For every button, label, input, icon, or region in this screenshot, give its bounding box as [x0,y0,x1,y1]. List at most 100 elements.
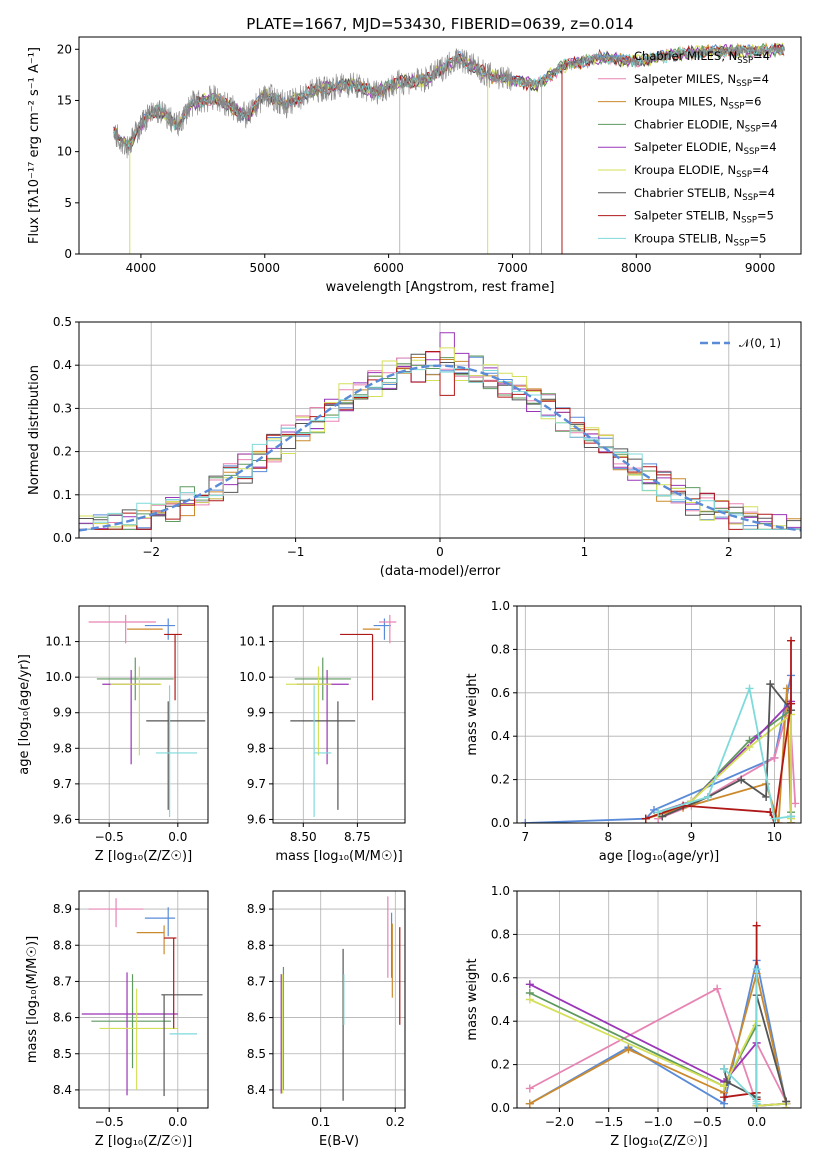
x-tick-label: 9000 [745,261,776,275]
plot-area [285,614,397,817]
legend-label: Salpeter MILES, NSSP=4 [634,72,769,89]
legend-label: Kroupa MILES, NSSP=6 [634,95,761,112]
plus-marker [624,1045,633,1054]
y-tick-label: 10.0 [45,670,72,684]
x-tick-label: 9 [688,830,696,844]
y-tick-label: 8.7 [247,974,266,988]
x-tick-label: 8000 [621,261,652,275]
plus-marker [525,980,534,989]
x-tick-label: 0.1 [311,1115,330,1129]
y-tick-label: 0 [64,247,72,261]
plus-marker [737,775,746,784]
x-tick-label: 2 [725,545,733,559]
weight-line [723,969,758,1104]
x-tick-label: 8.50 [290,830,317,844]
plus-marker [752,1099,761,1108]
legend-label: Salpeter STELIB, NSSP=5 [634,209,774,226]
plot-area [113,42,785,254]
plus-marker [641,814,650,823]
legend-label: Chabrier ELODIE, NSSP=4 [634,117,778,134]
axes-frame [78,321,802,539]
plus-marker [713,984,722,993]
y-tick-label: 0.2 [53,445,72,459]
plus-marker [720,1082,729,1091]
x-axis-label: Z [log₁₀(Z/Z☉)] [610,1134,707,1149]
y-tick-label: 8.6 [247,1011,266,1025]
x-tick-label: 0 [436,545,444,559]
weight-line [723,994,788,1102]
y-tick-label: 0.3 [53,401,72,415]
panel-mass-vs-Z: −0.5 0.0 8.4 8.5 8.6 8.7 8.8 8.9 Z [log₁₀(Z/Z☉)]… [25,890,209,1149]
axes-frame [272,605,406,824]
y-tick-label: 9.6 [53,812,72,826]
plus-marker [525,1084,534,1093]
plus-marker [787,812,796,821]
axes-frame [78,890,209,1109]
plot-area [521,636,800,823]
y-tick-label: 9.7 [247,777,266,791]
plus-marker [723,1077,732,1086]
y-axis-label: age [log₁₀(age/yr)] [17,654,32,775]
y-tick-label: 8.8 [247,938,266,952]
plus-marker [650,805,659,814]
plus-marker [752,921,761,930]
panel-age-vs-mass: 8.50 8.75 9.6 9.7 9.8 9.9 10.0 10.1 mass [log₁₀(… [239,605,406,864]
plus-marker [787,699,796,708]
y-axis-label: mass weight [465,958,480,1040]
x-tick-label: 1 [581,545,589,559]
y-tick-label: 0.5 [53,315,72,329]
y-tick-label: 0.2 [491,1058,510,1072]
y-tick-label: 0.6 [491,971,510,985]
y-axis-label: mass weight [465,673,480,755]
y-tick-label: 9.8 [53,741,72,755]
legend-label: Chabrier MILES, NSSP=4 [634,49,770,66]
x-axis-label: mass [log₁₀(M/M☉)] [275,849,402,864]
weight-line [661,681,792,818]
y-tick-label: 9.8 [247,741,266,755]
axes-frame [516,605,802,824]
plus-marker [787,636,796,645]
x-tick-label: 4000 [126,261,157,275]
plus-marker [752,965,761,974]
axes-frame [516,890,802,1109]
plus-marker [770,814,779,823]
plus-marker [782,684,791,693]
plus-marker [745,684,754,693]
y-tick-label: 0.0 [491,1101,510,1115]
y-tick-label: 9.6 [247,812,266,826]
plus-marker [720,1064,729,1073]
y-axis-label: mass [log₁₀(M/M☉)] [25,936,40,1063]
x-tick-label: 0.2 [386,1115,405,1129]
x-axis-label: (data-model)/error [380,564,501,579]
x-tick-label: −2 [142,545,160,559]
y-tick-label: 1.0 [491,884,510,898]
y-axis-label: Normed distribution [27,365,42,495]
y-tick-label: 8.6 [53,1011,72,1025]
axes-frame [272,890,406,1109]
y-tick-label: 10.0 [239,670,266,684]
y-tick-label: 0.0 [53,531,72,545]
x-tick-label: 8 [605,830,613,844]
plot-area [280,896,401,1101]
weight-line [645,640,792,823]
legend-label: Kroupa ELODIE, NSSP=4 [634,163,769,180]
x-axis-label: wavelength [Angstrom, rest frame] [326,280,555,295]
x-tick-label: 10 [767,830,782,844]
x-tick-label: −1.0 [643,1115,672,1129]
y-tick-label: 0.8 [491,927,510,941]
x-tick-label: −1 [287,545,305,559]
panel-spectrum: 4000 5000 6000 7000 8000 9000 0 5 10 15 20 waveleng… [27,36,802,295]
y-tick-label: 0.2 [491,773,510,787]
y-tick-label: 9.9 [53,706,72,720]
plus-marker [720,1093,729,1102]
x-tick-label: −0.5 [693,1115,722,1129]
y-tick-label: 9.7 [53,777,72,791]
y-tick-label: 8.8 [53,938,72,952]
plus-marker [654,808,663,817]
plus-marker [791,799,800,808]
legend: Chabrier MILES, NSSP=4 Salpeter MILES, NS… [598,49,778,248]
plot-area [79,332,801,532]
plus-marker [521,819,530,823]
legend-label: 𝒩(0, 1) [739,336,781,350]
y-tick-label: 8.7 [53,974,72,988]
